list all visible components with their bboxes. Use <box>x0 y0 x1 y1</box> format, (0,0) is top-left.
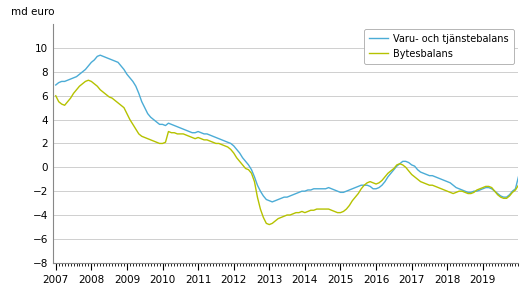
Line: Bytesbalans: Bytesbalans <box>56 80 529 238</box>
Bytesbalans <box>139 134 145 138</box>
Legend: Varu- och tjänstebalans, Bytesbalans: Varu- och tjänstebalans, Bytesbalans <box>364 29 514 64</box>
Varu- och tjänstebalans <box>399 159 406 163</box>
Varu- och tjänstebalans <box>376 186 382 189</box>
Line: Varu- och tjänstebalans: Varu- och tjänstebalans <box>56 55 529 202</box>
Bytesbalans <box>85 79 92 82</box>
Bytesbalans <box>373 182 379 186</box>
Varu- och tjänstebalans <box>320 187 326 191</box>
Bytesbalans <box>52 94 59 98</box>
Varu- och tjänstebalans <box>52 83 59 87</box>
Varu- och tjänstebalans <box>139 100 145 104</box>
Bytesbalans <box>316 207 323 211</box>
Bytesbalans <box>474 188 480 192</box>
Varu- och tjänstebalans <box>97 53 103 57</box>
Varu- och tjänstebalans <box>477 188 483 192</box>
Bytesbalans <box>397 162 403 165</box>
Text: md euro: md euro <box>11 7 54 17</box>
Varu- och tjänstebalans <box>269 200 276 204</box>
